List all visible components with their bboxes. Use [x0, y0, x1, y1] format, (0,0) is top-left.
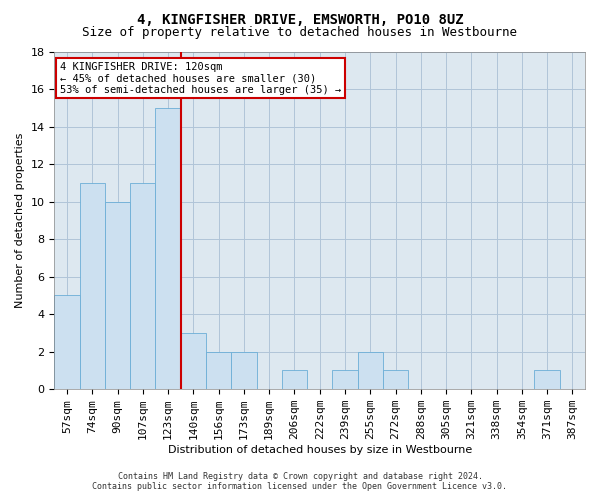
- Bar: [282, 370, 307, 389]
- Bar: [231, 352, 257, 389]
- Text: 4, KINGFISHER DRIVE, EMSWORTH, PO10 8UZ: 4, KINGFISHER DRIVE, EMSWORTH, PO10 8UZ: [137, 12, 463, 26]
- Bar: [206, 352, 231, 389]
- Bar: [55, 296, 80, 389]
- Bar: [535, 370, 560, 389]
- Bar: [80, 183, 105, 389]
- Bar: [105, 202, 130, 389]
- Bar: [358, 352, 383, 389]
- Text: 4 KINGFISHER DRIVE: 120sqm
← 45% of detached houses are smaller (30)
53% of semi: 4 KINGFISHER DRIVE: 120sqm ← 45% of deta…: [60, 62, 341, 95]
- Bar: [155, 108, 181, 389]
- Bar: [332, 370, 358, 389]
- Text: Contains HM Land Registry data © Crown copyright and database right 2024.
Contai: Contains HM Land Registry data © Crown c…: [92, 472, 508, 491]
- Bar: [181, 333, 206, 389]
- Text: Size of property relative to detached houses in Westbourne: Size of property relative to detached ho…: [83, 26, 517, 39]
- Bar: [130, 183, 155, 389]
- Bar: [383, 370, 408, 389]
- Y-axis label: Number of detached properties: Number of detached properties: [15, 132, 25, 308]
- X-axis label: Distribution of detached houses by size in Westbourne: Distribution of detached houses by size …: [167, 445, 472, 455]
